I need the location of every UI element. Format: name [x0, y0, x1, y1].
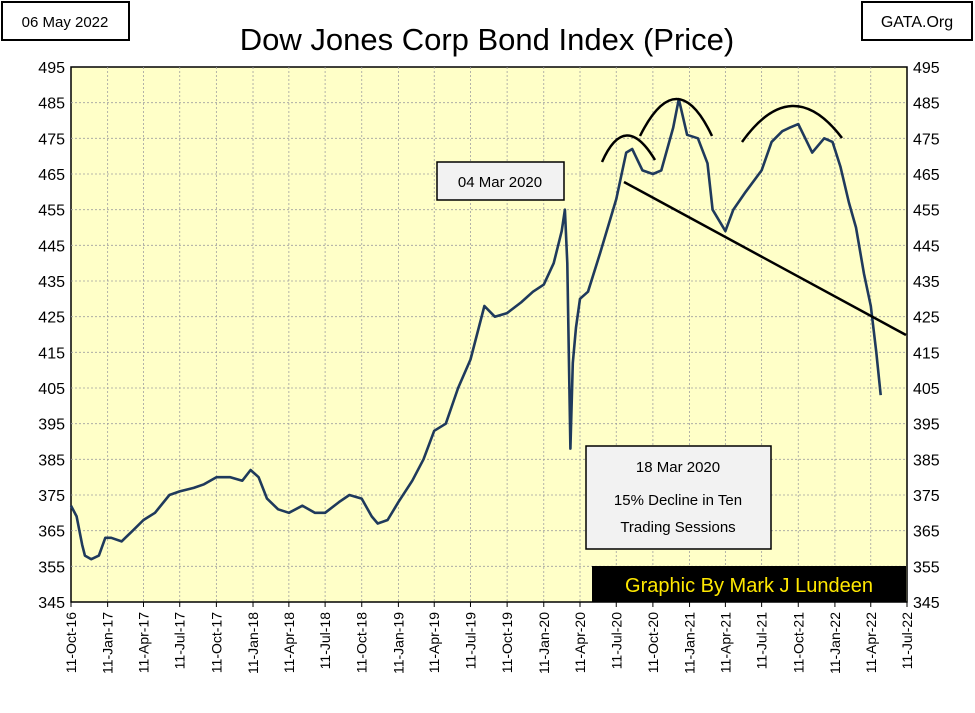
head-arc: [638, 97, 714, 137]
x-tick-label: 11-Jan-17: [100, 612, 116, 674]
x-tick-label: 11-Oct-16: [63, 612, 79, 673]
x-tick-label: 11-Oct-18: [354, 612, 370, 673]
y-tick-label-right: 345: [913, 595, 940, 612]
annotation-04-mar-2020: 04 Mar 2020: [436, 161, 565, 201]
y-tick-label-right: 475: [913, 131, 940, 148]
y-tick-label-right: 425: [913, 310, 940, 327]
plot-area: [70, 66, 908, 603]
x-tick-label: 11-Apr-21: [717, 612, 733, 673]
annotation-04-mar-text: 04 Mar 2020: [458, 174, 542, 191]
source-text: GATA.Org: [881, 14, 953, 31]
y-tick-label-left: 465: [38, 167, 65, 184]
y-tick-label-left: 425: [38, 310, 65, 327]
y-tick-label-right: 415: [913, 345, 940, 362]
y-tick-label-right: 385: [913, 452, 940, 469]
y-tick-label-left: 455: [38, 203, 65, 220]
y-tick-label-left: 485: [38, 96, 65, 113]
annotation-18-mar-line-3: Trading Sessions: [620, 519, 735, 536]
date-text: 06 May 2022: [22, 14, 109, 31]
y-tick-label-left: 405: [38, 381, 65, 398]
y-tick-label-left: 375: [38, 488, 65, 505]
y-tick-label-right: 435: [913, 274, 940, 291]
y-axis-right: 345 355 365 375 385 395 405 415 425 435 445 455 465 4…: [913, 60, 940, 612]
chart-title: Dow Jones Corp Bond Index (Price): [240, 22, 735, 57]
x-tick-label: 11-Jul-21: [754, 612, 770, 670]
x-tick-label: 11-Jan-20: [536, 612, 552, 674]
y-tick-label-left: 445: [38, 238, 65, 255]
credit-text: Graphic By Mark J Lundeen: [625, 575, 873, 597]
x-tick-label: 11-Apr-17: [135, 612, 151, 673]
y-tick-label-right: 455: [913, 203, 940, 220]
annotation-18-mar-line-2: 15% Decline in Ten: [614, 492, 742, 509]
y-tick-label-left: 365: [38, 524, 65, 541]
pattern-annotations: [600, 97, 907, 337]
y-tick-label-right: 445: [913, 238, 940, 255]
x-tick-label: 11-Jul-22: [899, 612, 915, 670]
y-tick-label-right: 395: [913, 417, 940, 434]
x-tick-label: 11-Jul-19: [462, 612, 478, 670]
x-tick-label: 11-Apr-18: [281, 612, 297, 673]
y-tick-label-right: 405: [913, 381, 940, 398]
neckline: [623, 180, 907, 337]
source-box: GATA.Org: [861, 1, 973, 41]
x-axis: 11-Oct-16 11-Jan-17 11-Apr-17 11-Jul-17 11-O…: [63, 602, 915, 674]
credit-box: Graphic By Mark J Lundeen: [592, 566, 906, 602]
x-tick-label: 11-Apr-19: [426, 612, 442, 673]
shoulder-arc-left: [600, 134, 657, 163]
y-tick-label-left: 355: [38, 559, 65, 576]
y-tick-label-left: 345: [38, 595, 65, 612]
x-tick-label: 11-Jan-18: [245, 612, 261, 674]
x-tick-label: 11-Apr-20: [572, 612, 588, 673]
annotation-18-mar-line-1: 18 Mar 2020: [636, 459, 720, 476]
y-tick-label-left: 495: [38, 60, 65, 77]
x-tick-label: 11-Oct-17: [208, 612, 224, 673]
y-tick-label-left: 385: [38, 452, 65, 469]
y-tick-label-left: 415: [38, 345, 65, 362]
series-line: [69, 97, 882, 561]
y-tick-label-right: 375: [913, 488, 940, 505]
y-tick-label-left: 395: [38, 417, 65, 434]
y-tick-label-right: 465: [913, 167, 940, 184]
x-tick-label: 11-Apr-22: [863, 612, 879, 673]
annotation-18-mar-2020: 18 Mar 2020 15% Decline in Ten Trading S…: [585, 445, 772, 550]
x-tick-label: 11-Jul-17: [172, 612, 188, 670]
shoulder-arc-right: [740, 104, 843, 143]
y-tick-label-right: 485: [913, 96, 940, 113]
y-tick-label-right: 355: [913, 559, 940, 576]
date-box: 06 May 2022: [1, 1, 130, 41]
x-tick-label: 11-Jul-20: [608, 612, 624, 670]
y-tick-label-right: 495: [913, 60, 940, 77]
x-tick-label: 11-Jan-19: [390, 612, 406, 674]
x-tick-label: 11-Jul-18: [317, 612, 333, 670]
x-tick-label: 11-Oct-21: [790, 612, 806, 673]
y-tick-label-left: 475: [38, 131, 65, 148]
y-axis-left: 345 355 365 375 385 395 405 415 425 435 445 455 465 4…: [38, 60, 65, 612]
x-tick-label: 11-Jan-21: [682, 612, 698, 674]
y-tick-label-left: 435: [38, 274, 65, 291]
y-tick-label-right: 365: [913, 524, 940, 541]
x-tick-label: 11-Oct-19: [499, 612, 515, 673]
x-tick-label: 11-Oct-20: [645, 612, 661, 673]
x-tick-label: 11-Jan-22: [827, 612, 843, 674]
